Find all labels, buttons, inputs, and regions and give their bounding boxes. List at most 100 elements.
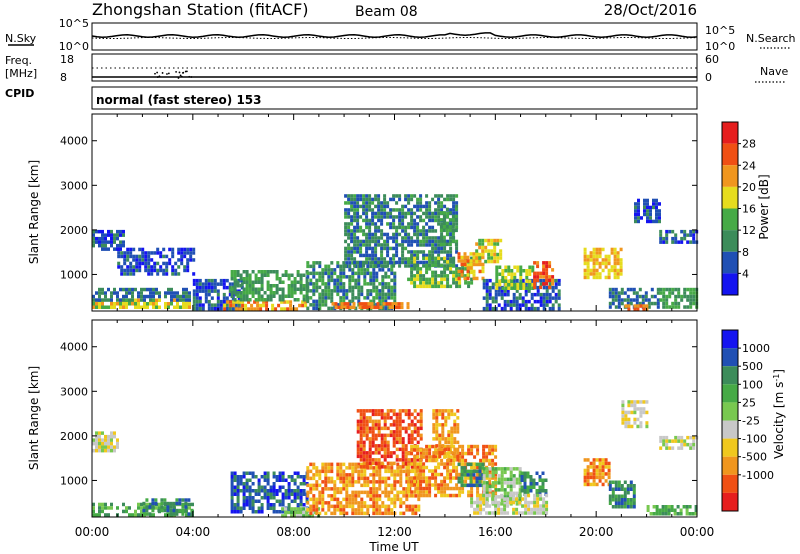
heatmap-cell: [260, 475, 264, 479]
heatmap-cell: [240, 278, 244, 283]
heatmap-cell: [410, 222, 414, 226]
freq-trace: [92, 67, 697, 79]
heatmap-cell: [371, 250, 375, 254]
heatmap-cell: [668, 287, 672, 292]
heatmap-cell: [359, 239, 363, 244]
heatmap-cell: [548, 306, 552, 311]
heatmap-cell: [481, 276, 485, 281]
heatmap-cell: [428, 267, 432, 271]
heatmap-cell: [116, 294, 119, 299]
heatmap-cell: [404, 430, 408, 434]
heatmap-cell: [671, 236, 675, 241]
heatmap-cell: [434, 243, 438, 247]
heatmap-cell: [689, 294, 693, 299]
heatmap-cell: [488, 488, 492, 492]
heatmap-cell: [272, 270, 276, 274]
heatmap-cell: [441, 451, 445, 455]
heatmap-cell: [374, 225, 378, 230]
heatmap-cell: [357, 473, 361, 477]
heatmap-cell: [407, 194, 411, 198]
heatmap-cell: [434, 479, 438, 484]
heatmap-cell: [404, 451, 408, 455]
heatmap-cell: [225, 303, 229, 307]
heatmap-cell: [613, 268, 617, 273]
heatmap-cell: [254, 280, 258, 284]
heatmap-cell: [446, 284, 450, 289]
heatmap-cell: [296, 492, 300, 496]
heatmap-cell: [345, 487, 349, 491]
heatmap-cell: [482, 285, 486, 290]
heatmap-cell: [449, 257, 453, 261]
heatmap-cell: [592, 272, 596, 276]
heatmap-cell: [509, 500, 513, 505]
heatmap-cell: [407, 437, 411, 441]
heatmap-cell: [233, 291, 237, 295]
heatmap-cell: [447, 416, 451, 420]
heatmap-cell: [339, 296, 343, 300]
heatmap-cell: [175, 498, 179, 502]
heatmap-cell: [466, 469, 470, 474]
heatmap-cell: [503, 504, 507, 508]
heatmap-cell: [692, 291, 696, 295]
heatmap-cell: [516, 283, 520, 287]
heatmap-cell: [302, 482, 306, 486]
heatmap-cell: [470, 500, 474, 505]
heatmap-cell: [290, 280, 294, 284]
heatmap-cell: [359, 194, 363, 198]
heatmap-cell: [222, 292, 226, 297]
heatmap-cell: [318, 494, 322, 498]
heatmap-cell: [633, 407, 637, 411]
heatmap-cell: [419, 260, 423, 265]
heatmap-cell: [491, 500, 495, 505]
heatmap-cell: [422, 277, 426, 282]
heatmap-cell: [362, 430, 366, 434]
heatmap-cell: [278, 298, 282, 302]
heatmap-cell: [536, 278, 540, 283]
heatmap-cell: [509, 484, 513, 489]
heatmap-cell: [321, 487, 325, 491]
heatmap-cell: [589, 472, 593, 476]
heatmap-cell: [668, 446, 672, 450]
heatmap-cell: [496, 242, 500, 246]
heatmap-cell: [542, 306, 546, 311]
heatmap-cell: [490, 259, 494, 264]
heatmap-cell: [448, 218, 452, 222]
heatmap-cell: [371, 236, 375, 240]
heatmap-cell: [528, 272, 532, 276]
heatmap-cell: [186, 258, 190, 262]
heatmap-cell: [601, 458, 605, 462]
heatmap-cell: [213, 285, 217, 290]
heatmap-cell: [447, 458, 451, 462]
heatmap-cell: [324, 511, 328, 516]
heatmap-cell: [356, 423, 360, 427]
heatmap-cell: [437, 201, 441, 205]
heatmap-cell: [387, 476, 391, 481]
heatmap-cell: [321, 278, 325, 283]
heatmap-cell: [642, 304, 646, 308]
heatmap-cell: [239, 510, 243, 514]
heatmap-cell: [392, 236, 396, 240]
heatmap-cell: [342, 292, 346, 297]
heatmap-cell: [395, 243, 399, 247]
heatmap-cell: [383, 208, 387, 212]
heatmap-cell: [438, 433, 442, 438]
heatmap-cell: [366, 494, 370, 498]
heatmap-cell: [632, 491, 636, 495]
heatmap-cell: [434, 246, 438, 251]
heatmap-cell: [318, 299, 322, 304]
heatmap-cell: [308, 514, 312, 518]
heatmap-cell: [671, 446, 675, 450]
heatmap-cell: [167, 287, 170, 292]
heatmap-cell: [633, 410, 637, 415]
heatmap-cell: [476, 472, 480, 477]
heatmap-cell: [434, 455, 438, 459]
heatmap-cell: [408, 504, 412, 509]
heatmap-cell: [432, 451, 436, 455]
heatmap-cell: [652, 205, 655, 210]
heatmap-cell: [633, 304, 637, 308]
heatmap-cell: [652, 219, 655, 224]
heatmap-cell: [515, 303, 519, 307]
heatmap-cell: [635, 291, 639, 295]
heatmap-cell: [644, 291, 648, 295]
heatmap-cell: [632, 287, 636, 292]
